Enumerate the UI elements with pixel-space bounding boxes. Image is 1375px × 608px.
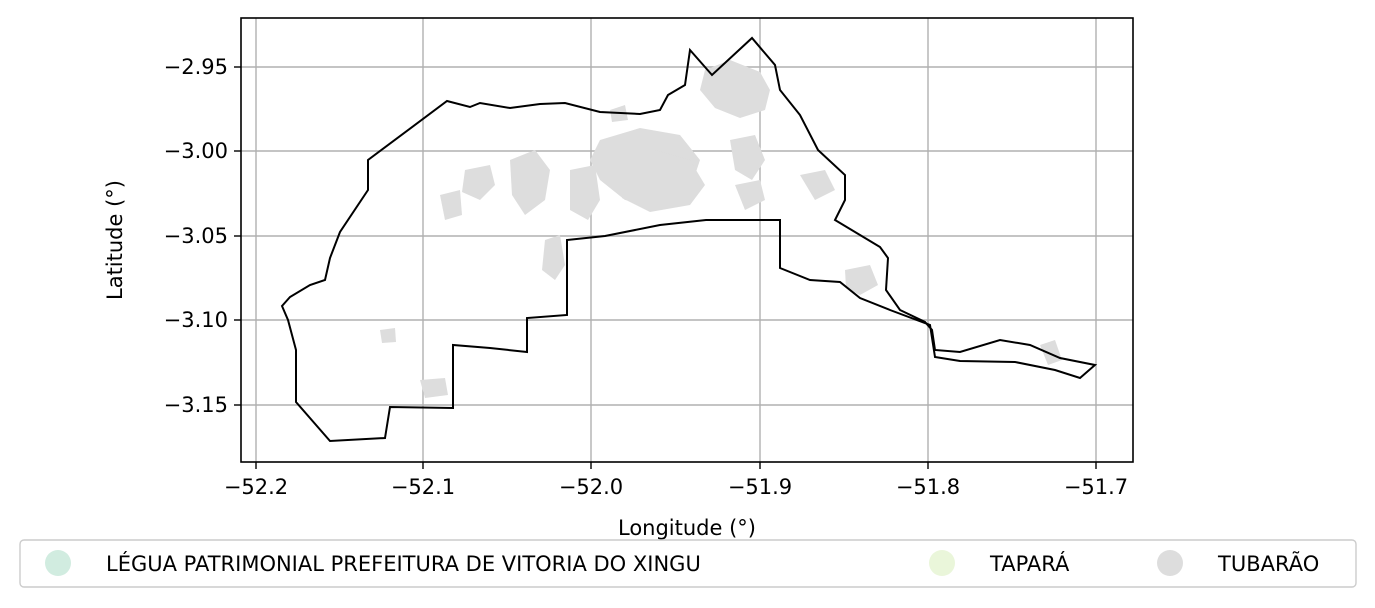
legend-frame <box>19 539 1357 588</box>
x-tick-labels: −52.2 −52.1 −52.0 −51.9 −51.8 −51.7 <box>224 475 1128 499</box>
y-tick-labels: −2.95 −3.00 −3.05 −3.10 −3.15 <box>164 55 228 417</box>
land-cover-patch <box>570 165 600 220</box>
y-tick-label: −2.95 <box>164 55 228 79</box>
land-cover-patch <box>800 170 835 200</box>
land-cover-patch <box>420 378 448 398</box>
municipality-boundary <box>280 36 1098 443</box>
land-cover-patch <box>542 235 565 280</box>
y-tick-label: −3.05 <box>164 224 228 248</box>
land-cover-patch <box>380 328 396 343</box>
legend-swatch-tapara <box>929 550 955 576</box>
land-cover-patch <box>700 60 770 118</box>
y-tick-label: −3.15 <box>164 393 228 417</box>
y-tick-label: −3.00 <box>164 139 228 163</box>
land-cover-patch <box>735 180 765 210</box>
legend: LÉGUA PATRIMONIAL PREFEITURA DE VITORIA … <box>19 539 1357 588</box>
land-cover-patch <box>622 150 705 212</box>
x-tick-label: −51.7 <box>1064 475 1128 499</box>
x-tick-label: −52.2 <box>224 475 288 499</box>
plot-area <box>241 18 1133 462</box>
land-cover-patch <box>845 265 878 295</box>
land-cover-patch <box>462 165 495 200</box>
legend-label-legua: LÉGUA PATRIMONIAL PREFEITURA DE VITORIA … <box>106 551 701 576</box>
land-cover-patches <box>380 60 1062 398</box>
land-cover-patch <box>510 150 550 215</box>
land-cover-patch <box>440 190 462 220</box>
axes-frame <box>240 17 1134 463</box>
x-tick-marks <box>255 462 1097 469</box>
x-axis-title: Longitude (°) <box>618 516 756 540</box>
grid-lines <box>241 18 1133 462</box>
x-tick-label: −52.1 <box>391 475 455 499</box>
legend-label-tubarao: TUBARÃO <box>1217 550 1319 576</box>
x-tick-label: −51.9 <box>728 475 792 499</box>
y-tick-marks <box>234 66 241 406</box>
legend-swatch-legua <box>45 550 71 576</box>
y-tick-label: −3.10 <box>164 308 228 332</box>
y-axis-title: Latitude (°) <box>103 180 127 300</box>
land-cover-patch <box>1040 340 1062 365</box>
legend-swatch-tubarao <box>1157 550 1183 576</box>
land-cover-patch <box>730 135 765 180</box>
legend-label-tapara: TAPARÁ <box>989 551 1070 576</box>
x-tick-label: −51.8 <box>896 475 960 499</box>
x-tick-label: −52.0 <box>559 475 623 499</box>
